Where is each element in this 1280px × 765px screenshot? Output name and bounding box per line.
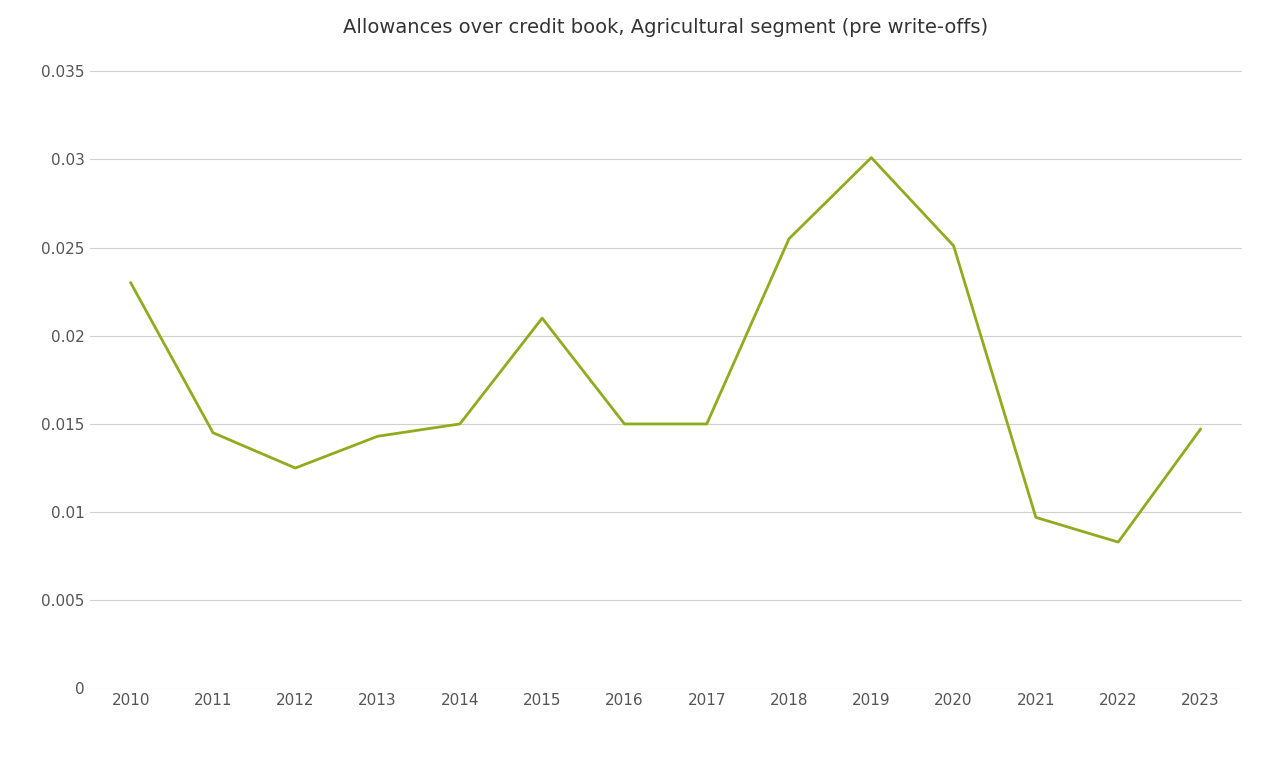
Title: Allowances over credit book, Agricultural segment (pre write-offs): Allowances over credit book, Agricultura… <box>343 18 988 37</box>
